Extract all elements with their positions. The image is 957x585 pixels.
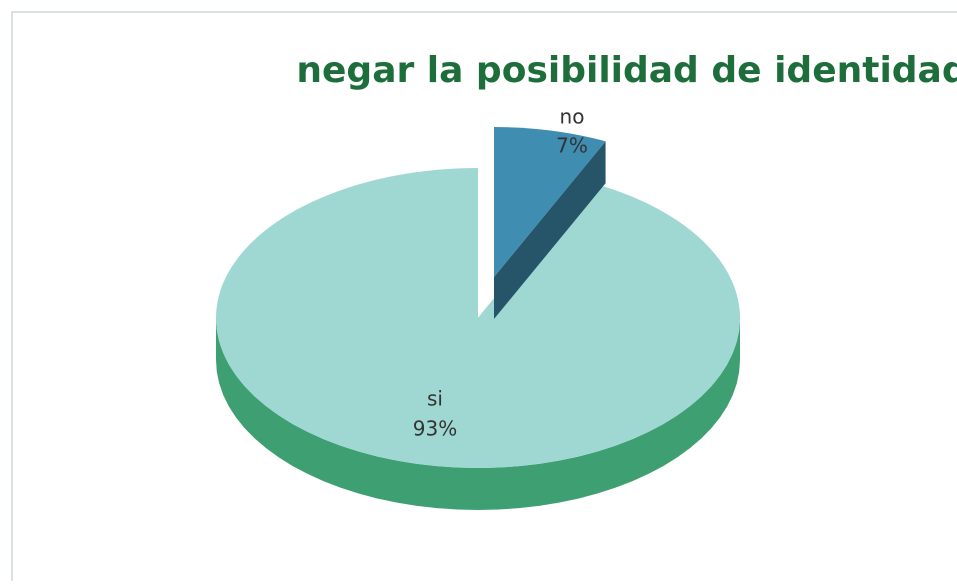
data-label-value: 93%: [413, 417, 457, 441]
pie-slice-top: [494, 127, 606, 278]
pie-slice: [494, 127, 606, 320]
chart-title: negar la posibilidad de identidad: [296, 50, 957, 91]
pie-slice-cut: [494, 141, 606, 320]
data-label-category: si: [427, 387, 443, 411]
data-label-value: 7%: [556, 134, 588, 158]
pie-slice-top: [216, 168, 740, 469]
pie-slice-side: [216, 318, 740, 510]
pie-slice: [216, 168, 740, 510]
data-label-category: no: [560, 105, 585, 129]
